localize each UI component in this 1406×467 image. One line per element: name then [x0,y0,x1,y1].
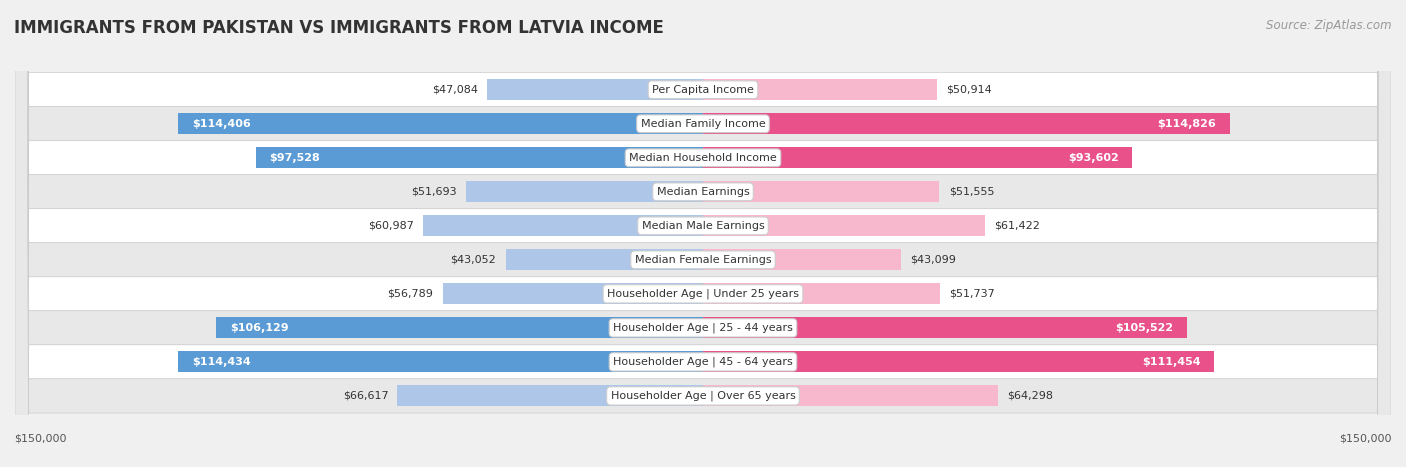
Bar [703,385,998,406]
Bar [703,79,936,100]
FancyBboxPatch shape [15,0,1391,467]
FancyBboxPatch shape [15,0,1391,467]
Text: $150,000: $150,000 [14,434,66,444]
Legend: Immigrants from Pakistan, Immigrants from Latvia: Immigrants from Pakistan, Immigrants fro… [523,462,883,467]
Text: Median Family Income: Median Family Income [641,119,765,129]
Text: $43,052: $43,052 [450,255,496,265]
Text: Median Male Earnings: Median Male Earnings [641,221,765,231]
Bar [703,351,1215,373]
Text: $47,084: $47,084 [432,85,478,95]
Text: $61,422: $61,422 [994,221,1040,231]
Bar [486,79,703,100]
Text: $43,099: $43,099 [910,255,956,265]
Text: $66,617: $66,617 [343,391,388,401]
FancyBboxPatch shape [15,0,1391,467]
Bar [179,113,703,134]
Bar [703,283,941,304]
Bar [703,318,1187,339]
FancyBboxPatch shape [15,0,1391,467]
Text: $93,602: $93,602 [1067,153,1119,163]
Bar [443,283,703,304]
Bar [703,147,1132,168]
Bar [465,181,703,202]
Text: $50,914: $50,914 [946,85,991,95]
Bar [703,181,939,202]
Bar [179,351,703,373]
Bar [398,385,703,406]
FancyBboxPatch shape [15,0,1391,467]
Bar [703,249,901,270]
FancyBboxPatch shape [15,0,1391,467]
Text: Per Capita Income: Per Capita Income [652,85,754,95]
Text: Source: ZipAtlas.com: Source: ZipAtlas.com [1267,19,1392,32]
Text: $64,298: $64,298 [1007,391,1053,401]
Bar [703,113,1230,134]
Text: Householder Age | Over 65 years: Householder Age | Over 65 years [610,391,796,401]
Bar [256,147,703,168]
Text: $60,987: $60,987 [368,221,415,231]
Text: $51,693: $51,693 [411,187,457,197]
Text: Householder Age | 45 - 64 years: Householder Age | 45 - 64 years [613,357,793,367]
Text: Median Household Income: Median Household Income [628,153,778,163]
FancyBboxPatch shape [15,0,1391,467]
Text: $106,129: $106,129 [231,323,288,333]
Text: $56,789: $56,789 [388,289,433,299]
Bar [217,318,703,339]
Text: $114,826: $114,826 [1157,119,1216,129]
Bar [423,215,703,236]
Text: $111,454: $111,454 [1142,357,1201,367]
Text: IMMIGRANTS FROM PAKISTAN VS IMMIGRANTS FROM LATVIA INCOME: IMMIGRANTS FROM PAKISTAN VS IMMIGRANTS F… [14,19,664,37]
FancyBboxPatch shape [15,0,1391,467]
FancyBboxPatch shape [15,0,1391,467]
Text: $105,522: $105,522 [1115,323,1173,333]
Text: Householder Age | 25 - 44 years: Householder Age | 25 - 44 years [613,323,793,333]
Text: $51,555: $51,555 [949,187,994,197]
Text: Median Female Earnings: Median Female Earnings [634,255,772,265]
Bar [506,249,703,270]
Text: Householder Age | Under 25 years: Householder Age | Under 25 years [607,289,799,299]
Text: $51,737: $51,737 [949,289,995,299]
Text: $114,406: $114,406 [193,119,250,129]
Text: Median Earnings: Median Earnings [657,187,749,197]
Bar [703,215,984,236]
FancyBboxPatch shape [15,0,1391,467]
Text: $150,000: $150,000 [1340,434,1392,444]
Text: $97,528: $97,528 [270,153,321,163]
Text: $114,434: $114,434 [191,357,250,367]
